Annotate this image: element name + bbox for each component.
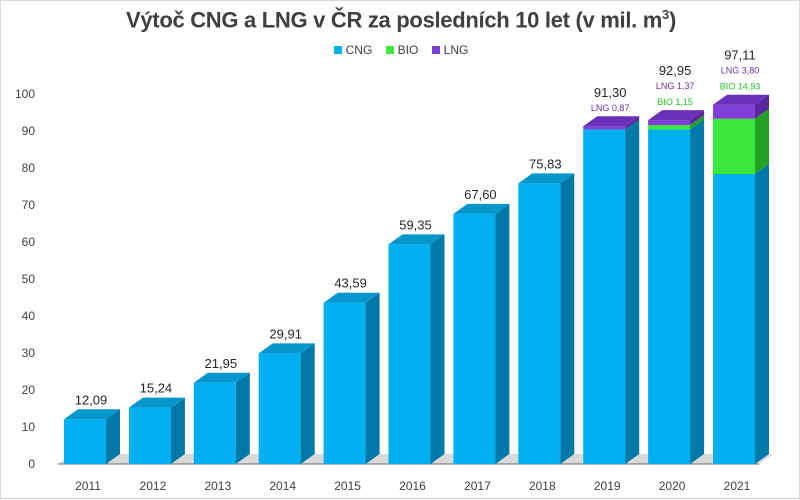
bar-side-cng — [170, 397, 185, 464]
bar-top-lng — [648, 110, 705, 121]
total-value-label: 21,95 — [205, 356, 238, 371]
bar-top-cng — [258, 343, 315, 354]
bar-side-cng — [106, 409, 120, 464]
y-tick-label: 80 — [22, 161, 36, 175]
bar-front-cng — [388, 244, 431, 464]
chart-title: Výtoč CNG a LNG v ČR za posledních 10 le… — [1, 7, 800, 33]
bar-side-cng — [365, 292, 380, 464]
y-tick-label: 90 — [22, 124, 36, 138]
legend-swatch-lng — [431, 46, 440, 54]
bar-front-lng — [583, 126, 626, 130]
bar-side-lng — [755, 94, 769, 119]
bar-side-cng — [755, 163, 769, 464]
bar-side-cng — [690, 119, 705, 464]
bar-top-cng — [128, 397, 185, 408]
bar-top-cng — [193, 372, 250, 383]
total-value-label: 97,11 — [724, 48, 756, 63]
x-tick-label: 2017 — [464, 479, 491, 493]
bar-front-lng — [713, 104, 755, 119]
total-value-label: 67,60 — [464, 187, 497, 202]
x-tick-label: 2016 — [399, 479, 426, 493]
y-tick-label: 60 — [22, 235, 36, 249]
legend-item-bio: BIO — [385, 43, 419, 57]
bar-side-cng — [300, 343, 315, 464]
bar-front-bio — [648, 125, 691, 130]
bar-side-cng — [560, 173, 575, 464]
bio-value-label: BIO 1,15 — [657, 97, 693, 107]
legend-label-lng: LNG — [443, 43, 469, 57]
x-tick-label: 2014 — [269, 479, 296, 493]
legend-item-cng: CNG — [333, 43, 373, 57]
bar-front-bio — [713, 118, 755, 174]
legend-swatch-cng — [333, 46, 342, 54]
bar-side-cng — [625, 119, 640, 464]
total-value-label: 29,91 — [269, 326, 302, 341]
x-tick-label: 2015 — [334, 479, 361, 493]
y-tick-label: 70 — [22, 198, 36, 212]
bar-top-cng — [323, 292, 380, 303]
chart-title-text: Výtoč CNG a LNG v ČR za posledních 10 le… — [125, 7, 663, 33]
bar-side-cng — [235, 372, 250, 464]
y-tick-label: 50 — [22, 272, 36, 286]
total-value-label: 75,83 — [529, 156, 562, 171]
bar-front-cng — [64, 419, 106, 464]
chart-title-superscript: 3 — [662, 7, 669, 22]
total-value-label: 59,35 — [399, 217, 432, 232]
x-tick-label: 2019 — [594, 479, 621, 493]
lng-value-label: LNG 3,80 — [721, 66, 760, 76]
x-tick-label: 2012 — [140, 479, 167, 493]
chart-title-close: ) — [668, 7, 677, 33]
x-tick-label: 2020 — [659, 479, 686, 493]
y-tick-label: 30 — [22, 346, 36, 360]
x-tick-label: 2013 — [204, 479, 231, 493]
bio-value-label: BIO 14,93 — [720, 82, 761, 92]
bar-front-lng — [648, 120, 691, 126]
legend-label-bio: BIO — [397, 43, 419, 57]
bar-side-cng — [430, 234, 445, 464]
total-value-label: 43,59 — [334, 276, 367, 291]
chart-legend: CNG BIO LNG — [1, 43, 800, 57]
y-tick-label: 100 — [15, 87, 35, 101]
bar-side-bio — [755, 108, 769, 174]
y-tick-label: 0 — [28, 457, 35, 471]
bar-side-bio — [690, 115, 705, 130]
lng-value-label: LNG 1,37 — [656, 81, 695, 91]
bar-top-lng — [713, 94, 769, 105]
y-tick-label: 40 — [22, 309, 36, 323]
x-tick-label: 2021 — [724, 479, 751, 493]
bar-side-lng — [690, 110, 705, 126]
total-value-label: 91,30 — [594, 85, 627, 100]
bar-side-lng — [625, 116, 640, 130]
total-value-label: 12,09 — [75, 392, 108, 407]
legend-swatch-bio — [385, 46, 394, 54]
total-value-label: 92,95 — [659, 63, 692, 78]
bar-front-cng — [258, 353, 301, 464]
bar-front-cng — [518, 183, 561, 464]
x-tick-label: 2018 — [529, 479, 556, 493]
legend-label-cng: CNG — [345, 43, 373, 57]
bar-top-cng — [388, 234, 445, 245]
y-tick-label: 10 — [22, 420, 36, 434]
bar-front-cng — [713, 173, 755, 464]
bar-front-cng — [193, 382, 236, 464]
lng-value-label: LNG 0,87 — [591, 103, 630, 113]
total-value-label: 15,24 — [140, 381, 173, 396]
bar-front-cng — [583, 129, 626, 464]
bar-front-cng — [453, 213, 496, 464]
bar-front-cng — [323, 302, 366, 464]
bar-front-cng — [648, 129, 691, 464]
bar-front-cng — [128, 407, 171, 464]
y-tick-label: 20 — [22, 383, 36, 397]
bar-top-lng — [583, 116, 640, 127]
legend-item-lng: LNG — [431, 43, 469, 57]
bar-top-cng — [518, 173, 575, 184]
bar-side-cng — [495, 203, 510, 464]
bar-top-cng — [453, 203, 510, 214]
x-tick-label: 2011 — [75, 479, 101, 493]
bar-top-cng — [64, 409, 120, 420]
